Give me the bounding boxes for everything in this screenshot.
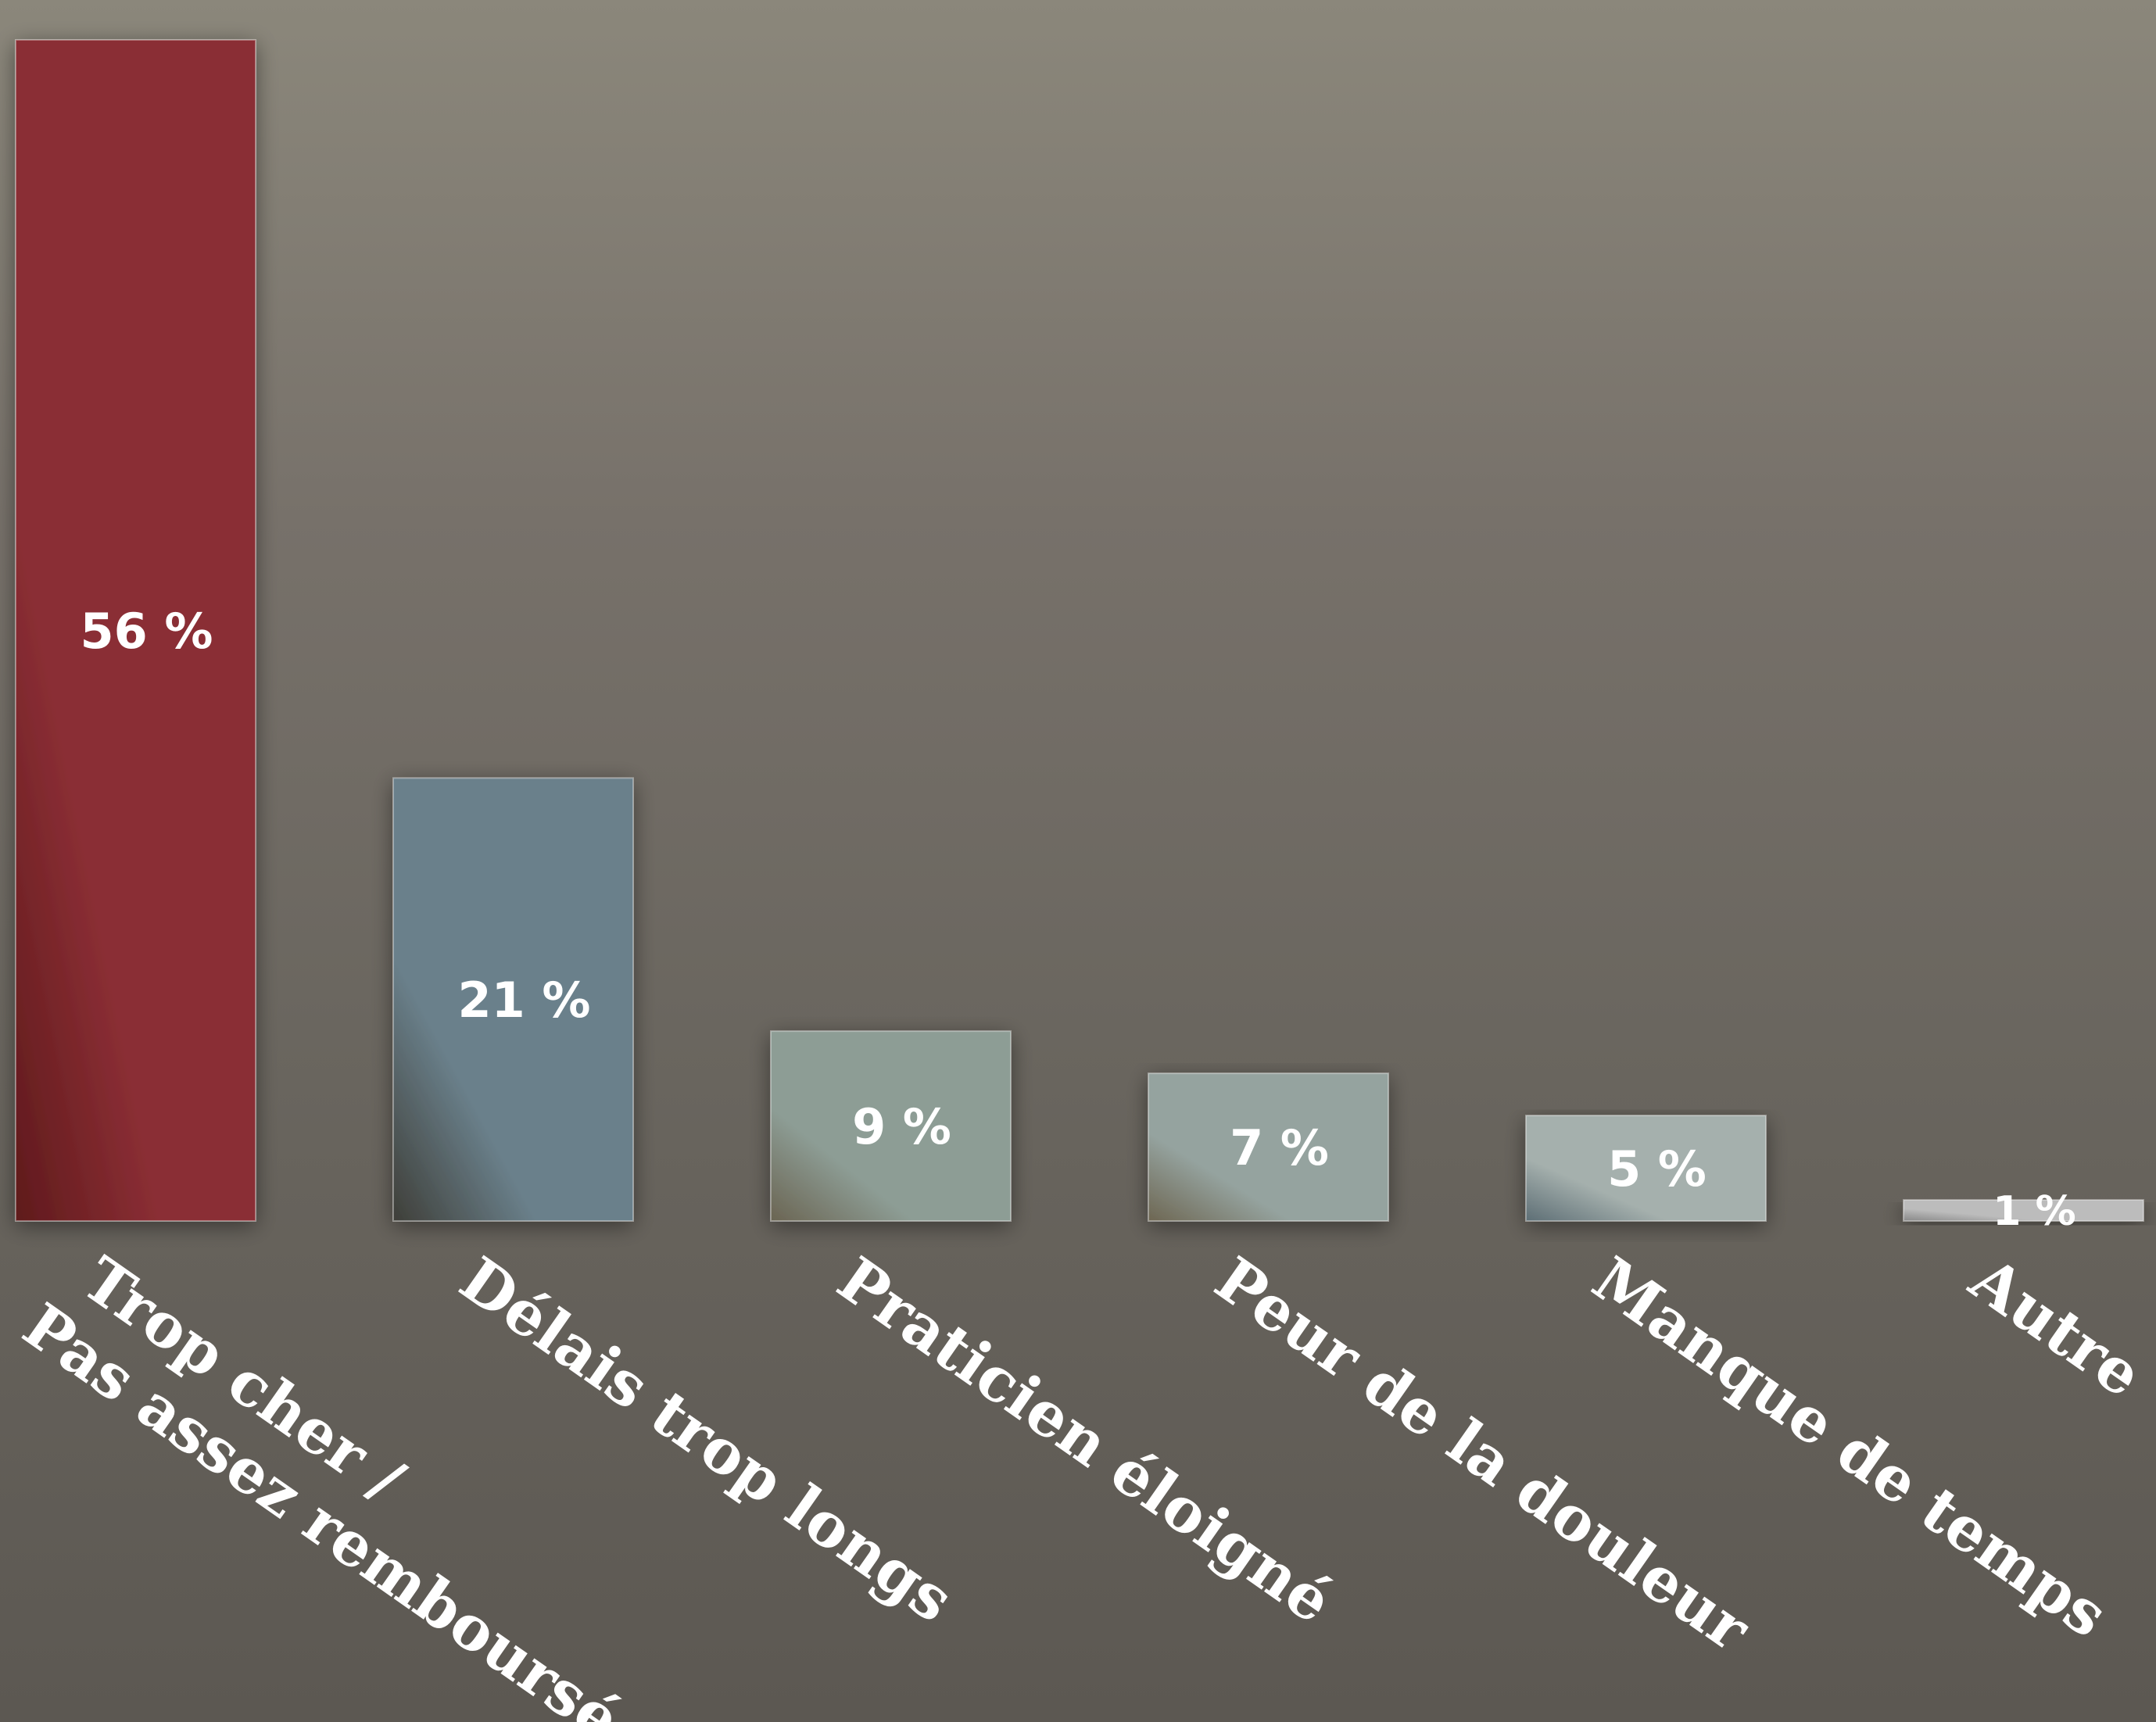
value-label-3: 9 %: [852, 1098, 951, 1155]
value-labels-layer: 56 % 21 % 9 % 7 % 5 % 1 %: [81, 603, 2076, 1235]
bars-layer: [15, 39, 2144, 1223]
bar-1: [15, 39, 256, 1222]
bar-2: [392, 777, 634, 1222]
value-label-1: 56 %: [81, 603, 213, 660]
bar-5: [1525, 1115, 1767, 1222]
category-label-6: Autre: [1957, 1243, 2154, 1411]
value-label-4: 7 %: [1230, 1119, 1329, 1176]
value-label-6: 1 %: [1993, 1188, 2075, 1235]
bar-4: [1148, 1072, 1389, 1222]
value-label-5: 5 %: [1607, 1140, 1707, 1198]
bar-6: [1903, 1199, 2144, 1222]
bar-3: [770, 1030, 1012, 1223]
value-label-2: 21 %: [458, 972, 591, 1029]
